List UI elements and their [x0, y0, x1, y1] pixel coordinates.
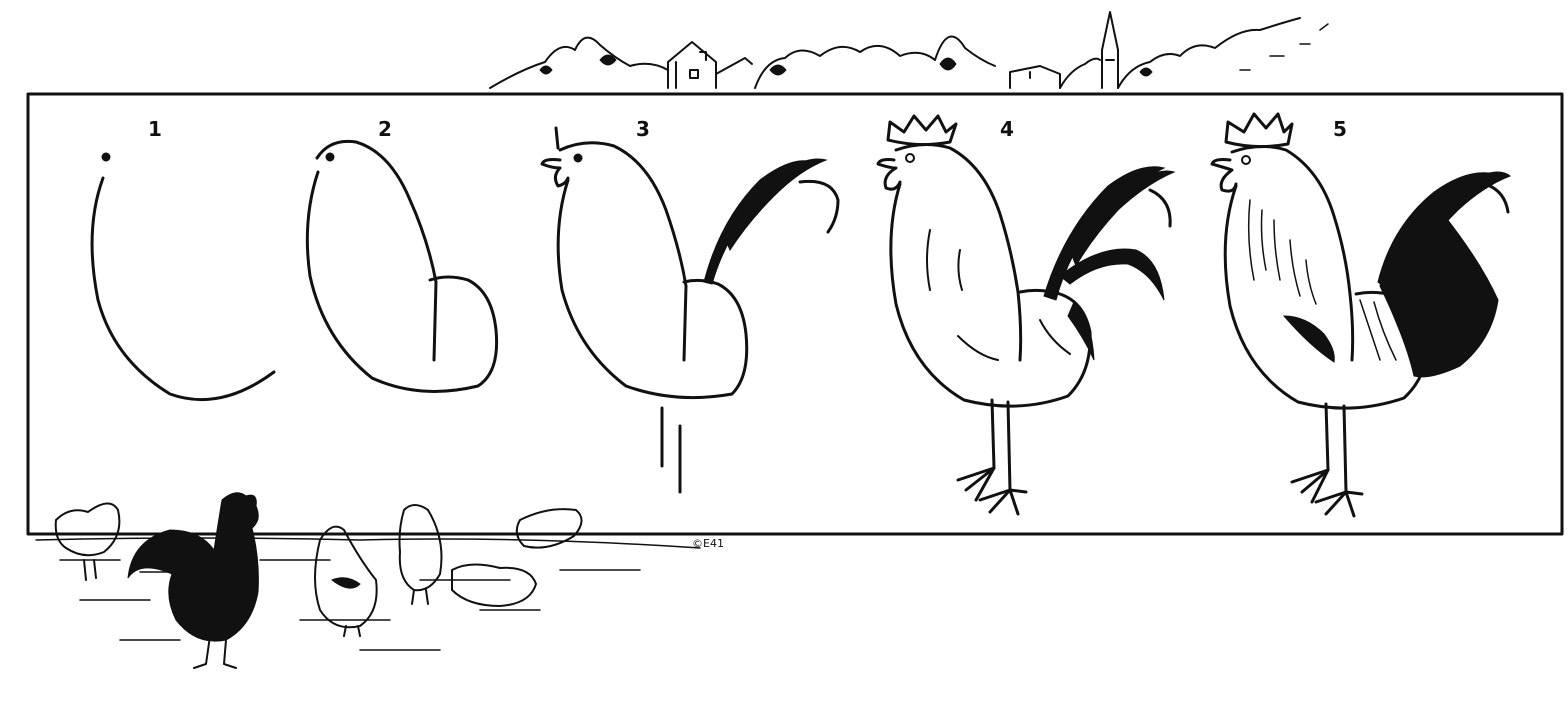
step-number-3: 3 [636, 117, 650, 141]
village-skyline-icon [489, 11, 1329, 89]
step-4-rooster [876, 114, 1176, 516]
step-2-rooster-sketch [305, 139, 499, 393]
step-number-4: 4 [1000, 117, 1014, 141]
step-5-rooster [1210, 112, 1511, 518]
step-3-rooster-sketch [540, 126, 840, 494]
copyright-mark: ©E41 [692, 537, 724, 550]
step-1-rooster-sketch [90, 152, 276, 402]
farmyard-chickens-icon: ©E41 [35, 492, 724, 669]
step-number-5: 5 [1333, 117, 1347, 141]
lesson-frame [26, 92, 1564, 536]
step-number-2: 2 [378, 117, 392, 141]
step-number-1: 1 [148, 117, 162, 141]
